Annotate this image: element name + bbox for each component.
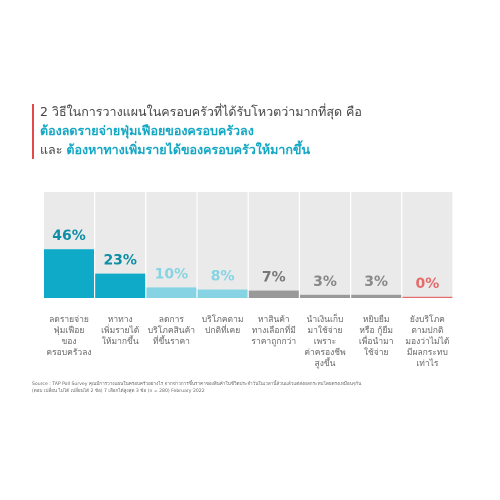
source-line-2: (ตอบ เปลี่ยน ไม่ได้ เปลี่ยนได้ 2 ข้อ) 7 … [32, 388, 205, 394]
title-line-3-highlight: ต้องหาทางเพิ่มรายได้ของครอบครัวให้มากขึ้… [66, 142, 311, 157]
data-label: 0% [416, 276, 440, 292]
column-background [351, 192, 402, 298]
bar [197, 289, 248, 298]
category-label: มาใช้จ่าย [307, 325, 342, 336]
data-label: 3% [313, 274, 337, 290]
category-label: ที่ขึ้นราคา [153, 335, 190, 347]
column-background [248, 192, 299, 298]
data-label: 7% [262, 270, 286, 286]
column-background [197, 192, 248, 298]
category-label: ปกติที่เคย [205, 324, 240, 336]
category-label: มีผลกระทบ [407, 347, 448, 358]
column-background [402, 192, 453, 298]
bar [300, 294, 350, 298]
category-label: มองว่าไม่ได้ [405, 336, 449, 347]
category-label: ทางเลือกที่มี [252, 324, 296, 336]
category-label: หาสินค้า [258, 314, 290, 325]
category-label: บริโภคตาม [202, 314, 244, 325]
data-label: 46% [52, 228, 86, 244]
category-label: นำเงินเก็บ [307, 313, 344, 325]
title-line-2: ต้องลดรายจ่ายฟุ่มเฟือยของครอบครัวลง [40, 123, 254, 138]
category-label: ราคาถูกกว่า [251, 337, 296, 347]
bar [146, 287, 197, 298]
category-label: หยิบยืม [363, 314, 390, 325]
data-label: 3% [364, 274, 388, 290]
bar [351, 294, 402, 298]
category-label: หาทาง [108, 315, 133, 325]
bar [248, 290, 299, 298]
category-label: ยังบริโภค [410, 314, 445, 325]
category-label: ค่าครองชีพ [304, 347, 345, 358]
category-label: ครอบครัวลง [46, 348, 91, 358]
category-label: ลดรายจ่าย [49, 315, 89, 325]
category-label: บริโภคสินค้า [148, 325, 195, 336]
title-line-3-prefix: และ [40, 142, 63, 157]
category-label: ลดการ [159, 315, 185, 325]
chart-title: 2 วิธีในการวางแผนในครอบครัวที่ได้รับโหวต… [40, 102, 480, 159]
category-label: หรือ กู้ยืม [359, 325, 393, 336]
category-label: ตามปกติ [411, 326, 443, 336]
category-label: ฟุ่มเฟือย [54, 325, 85, 336]
category-label: เพราะ [314, 337, 336, 347]
source-line-1: Source : TAP Poll Survey คุณมีการวางแผนใ… [32, 382, 362, 387]
column-background [146, 192, 197, 298]
source-note: Source : TAP Poll Survey คุณมีการวางแผนใ… [32, 382, 472, 395]
category-label: เพิ่มรายได้ [101, 324, 139, 336]
category-label: ใช้จ่าย [364, 347, 389, 358]
bar [44, 249, 94, 298]
category-label: สูงขึ้น [315, 357, 336, 369]
data-label: 23% [103, 253, 137, 269]
accent-bar [32, 104, 34, 159]
data-label: 10% [155, 266, 189, 282]
category-label: เท่าไร [416, 358, 439, 369]
title-line-1: 2 วิธีในการวางแผนในครอบครัวที่ได้รับโหวต… [40, 104, 362, 119]
category-label: ให้มากขึ้น [102, 335, 139, 347]
bar [95, 273, 146, 298]
column-background [300, 192, 350, 298]
bar [402, 296, 453, 298]
category-label: ของ [61, 337, 76, 347]
data-label: 8% [211, 269, 235, 285]
category-label: เพื่อนำมา [359, 335, 394, 347]
title-line-3: และ ต้องหาทางเพิ่มรายได้ของครอบครัวให้มา… [40, 140, 480, 159]
